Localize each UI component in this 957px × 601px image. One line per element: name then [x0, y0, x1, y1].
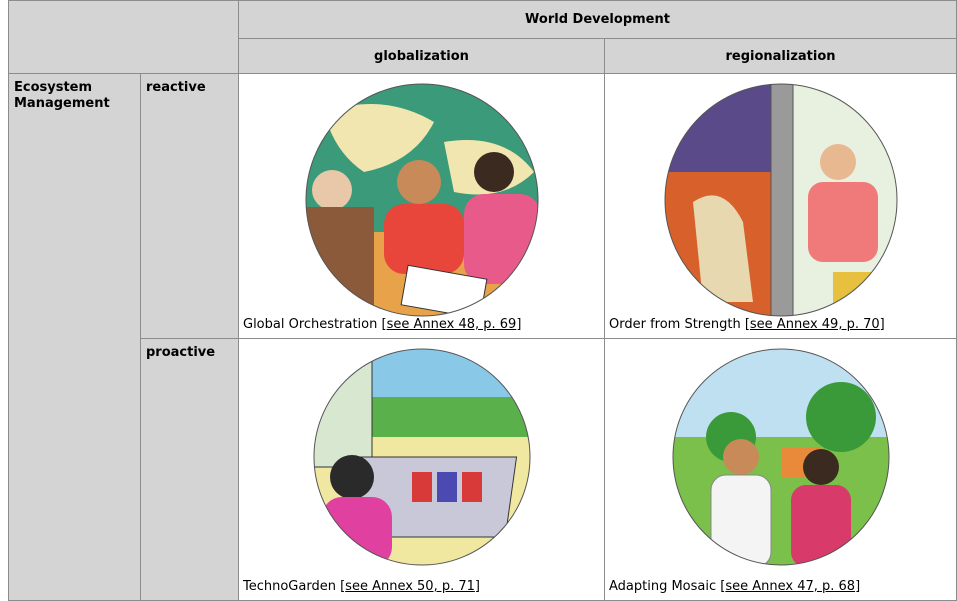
- header-text: World Development: [525, 12, 670, 27]
- column-text: globalization: [374, 48, 469, 64]
- illustration: [305, 83, 538, 317]
- illustration: [672, 348, 889, 566]
- caption-text: ]: [879, 317, 885, 332]
- illustration: [313, 348, 530, 566]
- annex-link[interactable]: see Annex 49, p. 70: [749, 317, 880, 332]
- illustration: [664, 83, 897, 317]
- column-header: globalization: [238, 38, 605, 74]
- row-label-cell: proactive: [140, 338, 239, 601]
- annex-link[interactable]: see Annex 47, p. 68: [725, 579, 856, 594]
- annex-link[interactable]: see Annex 50, p. 71: [345, 579, 475, 594]
- row-label: proactive: [146, 345, 216, 360]
- image-cell: Global Orchestration [see Annex 48, p. 6…: [238, 73, 605, 339]
- image-cell: TechnoGarden [see Annex 50, p. 71]: [238, 338, 605, 601]
- caption-text: ]: [516, 317, 522, 332]
- column-header: regionalization: [604, 38, 957, 74]
- caption: Global Orchestration [see Annex 48, p. 6…: [243, 317, 521, 332]
- image-cell: Adapting Mosaic [see Annex 47, p. 68]: [604, 338, 957, 601]
- caption-text: Order from Strength [: [609, 317, 750, 332]
- row-group-text: Ecosystem: [14, 80, 93, 95]
- caption-text: Adapting Mosaic [: [609, 579, 726, 594]
- caption-text: TechnoGarden [: [243, 579, 346, 594]
- caption-text: ]: [855, 579, 861, 594]
- annex-link[interactable]: see Annex 48, p. 69: [386, 317, 517, 332]
- row-group-cell: Ecosystem Management: [8, 73, 141, 601]
- row-group-text: Management: [14, 96, 110, 111]
- header-cell: World Development: [238, 0, 957, 39]
- caption: Adapting Mosaic [see Annex 47, p. 68]: [609, 579, 860, 594]
- image-cell: Order from Strength [see Annex 49, p. 70…: [604, 73, 957, 339]
- corner-cell: [8, 0, 239, 74]
- caption: Order from Strength [see Annex 49, p. 70…: [609, 317, 885, 332]
- caption: TechnoGarden [see Annex 50, p. 71]: [243, 579, 480, 594]
- caption-text: ]: [474, 579, 480, 594]
- column-text: regionalization: [725, 48, 836, 64]
- row-label: reactive: [146, 80, 206, 95]
- caption-text: Global Orchestration [: [243, 317, 387, 332]
- row-label-cell: reactive: [140, 73, 239, 339]
